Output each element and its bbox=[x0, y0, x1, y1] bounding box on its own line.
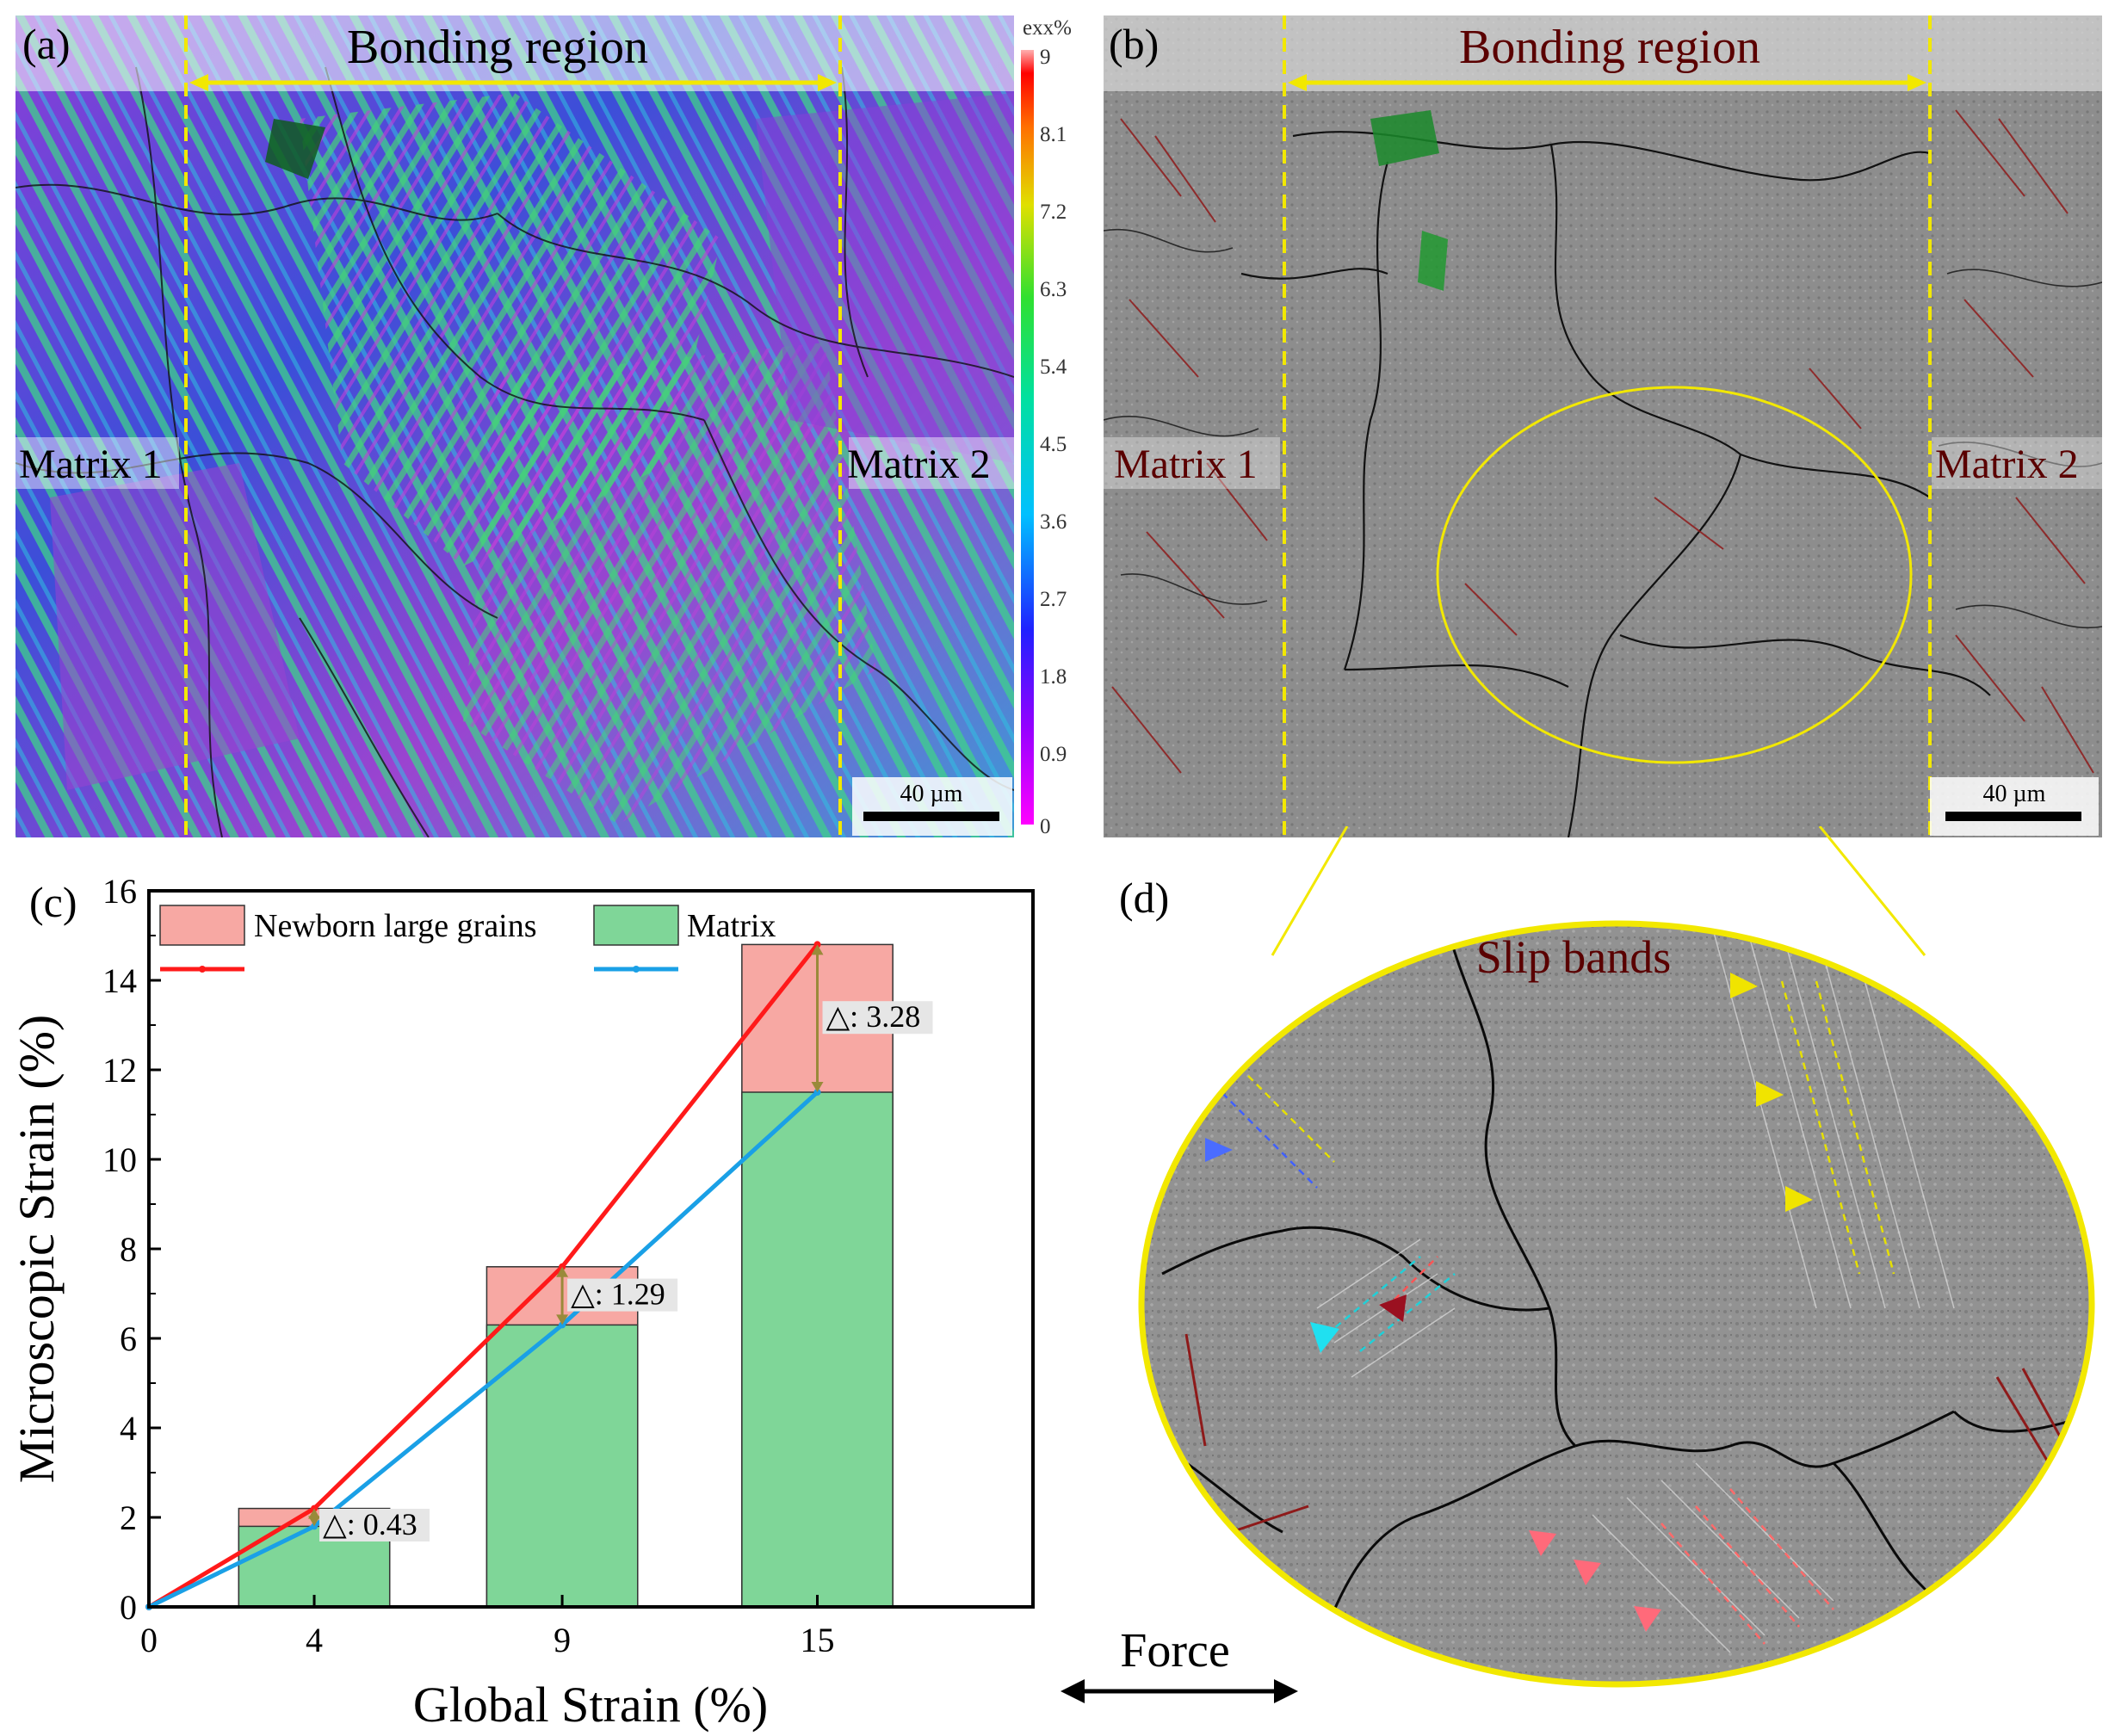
legend-newborn-swatch bbox=[159, 905, 245, 946]
x-tick-label: 0 bbox=[140, 1621, 158, 1659]
colorbar-tick: 5.4 bbox=[1040, 355, 1067, 379]
force-label: Force bbox=[1120, 1624, 1230, 1677]
slip-marker-pink-icon bbox=[1574, 1560, 1601, 1585]
matrix-1-label: Matrix 1 bbox=[19, 442, 163, 487]
bar-matrix bbox=[741, 1091, 894, 1608]
slip-marker-cyan-icon bbox=[1310, 1322, 1339, 1353]
colorbar-tick: 8.1 bbox=[1040, 123, 1067, 146]
y-tick-label: 8 bbox=[120, 1230, 137, 1269]
y-tick-label: 10 bbox=[102, 1140, 137, 1179]
matrix-2-label: Matrix 2 bbox=[847, 442, 991, 487]
scale-bar bbox=[863, 812, 999, 821]
colorbar-tick: 0.9 bbox=[1040, 743, 1067, 766]
slip-band-zoom-panel: (d) bbox=[1119, 826, 2095, 1688]
y-axis-title: Microscopic Strain (%) bbox=[9, 1015, 65, 1483]
panel-label: (d) bbox=[1119, 874, 1169, 922]
colorbar-tick: 3.6 bbox=[1040, 510, 1067, 534]
colorbar-tick: 2.7 bbox=[1040, 588, 1067, 611]
delta-arrow-head bbox=[811, 944, 824, 955]
slip-marker-yellow-icon bbox=[1756, 1081, 1784, 1107]
scale-bar-label: 40 µm bbox=[900, 781, 963, 807]
y-tick-label: 6 bbox=[120, 1319, 137, 1358]
delta-arrow-head bbox=[308, 1516, 321, 1527]
delta-arrow-head bbox=[811, 1082, 824, 1092]
slip-marker-yellow-icon bbox=[1785, 1186, 1813, 1212]
legend-matrix-swatch bbox=[593, 905, 679, 946]
plot-frame bbox=[147, 889, 1035, 1609]
delta-label-bg bbox=[319, 1509, 430, 1541]
matrix-1-label: Matrix 1 bbox=[1114, 442, 1258, 487]
delta-label-bg bbox=[567, 1278, 678, 1312]
panel-label: (a) bbox=[22, 20, 71, 68]
strain-map-panel: (a) Bonding region Matrix 1 Matrix 2 40 … bbox=[15, 15, 1014, 837]
slip-bands-label: Slip bands bbox=[1476, 931, 1672, 983]
slip-marker-yellow-icon bbox=[1730, 973, 1758, 998]
panel-label: (c) bbox=[29, 878, 77, 926]
panel-label: (b) bbox=[1109, 20, 1159, 68]
bar-matrix bbox=[485, 1324, 639, 1608]
slip-marker-darkred-icon bbox=[1379, 1294, 1407, 1322]
bonding-region-title: Bonding region bbox=[347, 21, 648, 74]
y-tick-label: 2 bbox=[120, 1498, 137, 1537]
zoom-ellipse-border bbox=[1138, 920, 2095, 1688]
y-tick-label: 4 bbox=[120, 1409, 137, 1448]
slip-marker-pink-icon bbox=[1634, 1606, 1661, 1632]
y-tick-label: 14 bbox=[102, 961, 137, 1000]
delta-label: △: 1.29 bbox=[571, 1277, 665, 1312]
legend-matrix-label: Matrix bbox=[687, 908, 776, 944]
strain-colorbar: exx% 9 8.1 7.2 6.3 5.4 4.5 3.6 2.7 1.8 0… bbox=[1021, 16, 1072, 837]
colorbar-tick: 9 bbox=[1040, 46, 1051, 69]
y-tick-label: 16 bbox=[102, 872, 137, 911]
x-tick-label: 9 bbox=[553, 1621, 571, 1659]
scale-bar-label: 40 µm bbox=[1983, 781, 2046, 807]
colorbar-tick: 6.3 bbox=[1040, 278, 1067, 301]
matrix-2-label: Matrix 2 bbox=[1935, 442, 2079, 487]
colorbar-tick: 1.8 bbox=[1040, 665, 1067, 689]
slip-marker-blue-icon bbox=[1205, 1138, 1233, 1162]
grain-map-panel: (b) Bonding region Matrix 1 Matrix 2 40 … bbox=[1104, 15, 2102, 837]
y-tick-label: 12 bbox=[102, 1051, 137, 1090]
delta-label: △: 3.28 bbox=[826, 999, 921, 1034]
zoom-region-ellipse bbox=[1436, 386, 1913, 764]
line-newborn bbox=[147, 942, 819, 1609]
bonding-region-title: Bonding region bbox=[1459, 21, 1760, 74]
scale-bar bbox=[1945, 812, 2081, 821]
slip-marker-pink-icon bbox=[1529, 1530, 1556, 1556]
legend-newborn-label: Newborn large grains bbox=[254, 908, 537, 944]
x-axis-title: Global Strain (%) bbox=[413, 1677, 768, 1733]
delta-arrow-head bbox=[556, 1314, 569, 1325]
colorbar-title: exx% bbox=[1023, 16, 1072, 40]
y-tick-label: 0 bbox=[120, 1588, 137, 1627]
colorbar-tick: 0 bbox=[1040, 815, 1051, 837]
force-double-arrow bbox=[1061, 1679, 1298, 1703]
line-matrix bbox=[147, 1090, 819, 1609]
delta-arrow-head bbox=[556, 1266, 569, 1277]
delta-label: △: 0.43 bbox=[323, 1507, 417, 1541]
colorbar-tick: 4.5 bbox=[1040, 433, 1067, 456]
colorbar-tick: 7.2 bbox=[1040, 201, 1067, 224]
delta-label-bg bbox=[822, 1001, 933, 1035]
x-tick-label: 4 bbox=[306, 1621, 323, 1659]
x-tick-label: 15 bbox=[801, 1621, 835, 1659]
